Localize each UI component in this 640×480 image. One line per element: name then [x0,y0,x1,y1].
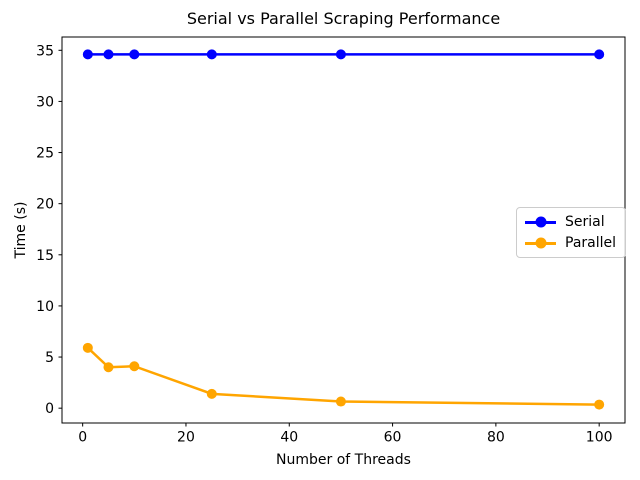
y-tick-label: 0 [45,401,54,417]
serial-marker [129,49,140,60]
x-tick-label: 100 [586,430,613,446]
serial-line-swatch [525,216,556,228]
parallel-marker [594,399,605,410]
legend-item-serial: Serial [525,213,616,231]
y-tick-label: 25 [36,146,54,162]
x-tick-label: 60 [384,430,402,446]
parallel-marker [206,388,217,399]
chart-title: Serial vs Parallel Scraping Performance [186,9,501,28]
parallel-line [86,346,601,406]
y-tick-label: 15 [36,248,54,264]
x-tick-label: 0 [78,430,87,446]
parallel-marker [103,362,114,373]
y-tick-label: 5 [45,350,54,366]
serial-marker [103,49,114,60]
y-tick-label: 20 [36,197,54,213]
parallel-marker [335,396,346,407]
legend-item-parallel: Parallel [525,234,616,252]
parallel-marker [129,361,140,372]
serial-marker-icon [535,216,546,228]
serial-marker [206,49,217,60]
legend-label-serial: Serial [565,214,605,230]
parallel-marker-icon [535,237,546,249]
x-axis-label: Number of Threads [276,452,411,468]
parallel-line-swatch [525,237,556,249]
serial-marker [82,49,93,60]
x-tick-label: 40 [280,430,298,446]
x-tick-label: 20 [177,430,195,446]
legend: Serial Parallel [516,207,627,258]
serial-marker [594,49,605,60]
y-tick-label: 10 [36,299,54,315]
y-tick-label: 30 [36,94,54,110]
y-tick-label: 35 [36,43,54,59]
serial-marker [335,49,346,60]
x-tick-label: 80 [487,430,505,446]
legend-label-parallel: Parallel [565,235,617,251]
y-axis-label: Time (s) [13,201,29,259]
parallel-marker [82,342,93,353]
